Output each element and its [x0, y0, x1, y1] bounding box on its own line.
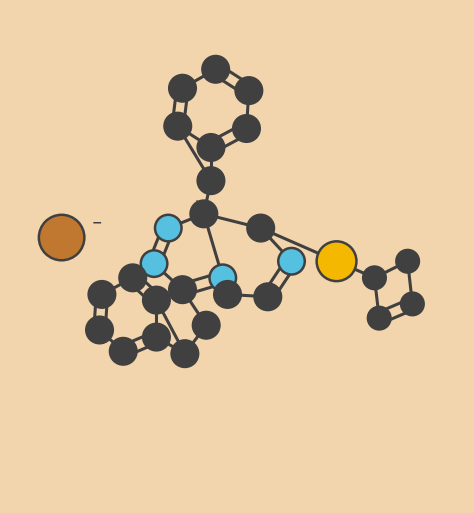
Circle shape — [143, 324, 170, 350]
Circle shape — [401, 292, 424, 315]
Circle shape — [202, 56, 229, 83]
Circle shape — [39, 215, 84, 260]
Circle shape — [255, 284, 281, 310]
Circle shape — [317, 241, 356, 281]
Circle shape — [169, 277, 196, 303]
Circle shape — [278, 248, 305, 274]
Text: +: + — [192, 200, 201, 209]
Circle shape — [198, 134, 224, 161]
Circle shape — [119, 265, 146, 291]
Circle shape — [396, 250, 419, 272]
Circle shape — [214, 281, 241, 308]
Circle shape — [236, 77, 262, 104]
Circle shape — [155, 215, 182, 241]
Circle shape — [164, 113, 191, 140]
Circle shape — [191, 201, 217, 227]
Circle shape — [193, 312, 219, 339]
Circle shape — [368, 307, 391, 329]
Circle shape — [198, 167, 224, 194]
Circle shape — [169, 75, 196, 102]
Circle shape — [141, 250, 167, 277]
Circle shape — [247, 215, 274, 241]
Circle shape — [110, 338, 137, 365]
Circle shape — [233, 115, 260, 142]
Text: −: − — [92, 217, 102, 230]
Circle shape — [143, 287, 170, 313]
Circle shape — [86, 317, 113, 343]
Circle shape — [210, 265, 236, 291]
Circle shape — [89, 281, 115, 308]
Circle shape — [363, 267, 386, 289]
Circle shape — [172, 341, 198, 367]
